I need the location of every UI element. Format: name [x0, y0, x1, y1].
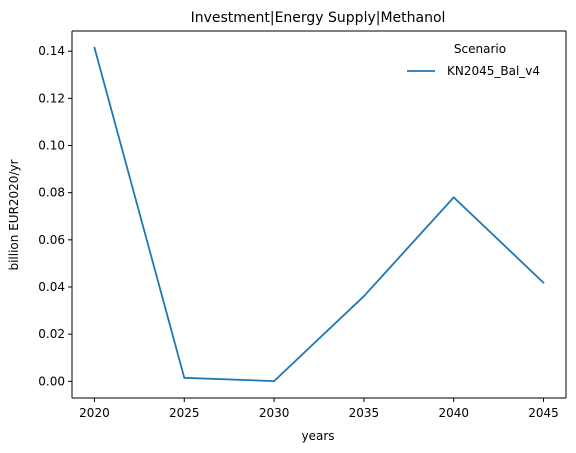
- y-tick-label: 0.10: [38, 139, 65, 153]
- x-ticks: 2020 2025 2030 2035 2040 2045: [79, 398, 559, 420]
- y-axis-label: billion EUR2020/yr: [7, 159, 21, 270]
- plot-area: 2020 2025 2030 2035 2040 2045 0.000.020.040.0…: [38, 30, 567, 420]
- legend-label-series-1: KN2045_Bal_v4: [447, 64, 540, 78]
- x-tick-label: 2035: [349, 406, 380, 420]
- y-tick-label: 0.02: [38, 327, 65, 341]
- plot-background: [72, 31, 566, 398]
- y-tick-label: 0.08: [38, 186, 65, 200]
- legend-title: Scenario: [454, 42, 506, 56]
- chart-title: Investment|Energy Supply|Methanol: [191, 10, 446, 26]
- data-point: [363, 295, 365, 298]
- data-point: [93, 46, 96, 49]
- x-tick-label: 2045: [528, 406, 559, 420]
- x-tick-label: 2025: [169, 406, 200, 420]
- y-tick-label: 0.14: [38, 44, 65, 58]
- series-layer: [93, 46, 545, 382]
- data-point: [183, 376, 186, 379]
- data-point: [273, 380, 275, 382]
- plot-frame: [71, 30, 567, 399]
- series-line-1: [93, 47, 545, 382]
- y-tick-label: 0.06: [38, 233, 65, 247]
- data-point: [452, 196, 455, 199]
- x-tick-label: 2040: [438, 406, 469, 420]
- x-tick-label: 2020: [79, 406, 110, 420]
- data-point: [542, 281, 545, 284]
- y-ticks: 0.00 0.02 0.04 0.06 0.08 0.10 0.12 0.14: [38, 44, 72, 388]
- y-tick-label: 0.00: [38, 374, 65, 388]
- x-tick-label: 2030: [259, 406, 290, 420]
- x-axis-label: years: [301, 429, 334, 443]
- legend: Scenario KN2045_Bal_v4: [407, 42, 540, 78]
- y-tick-label: 0.12: [38, 91, 65, 105]
- y-tick-label: 0.04: [38, 280, 65, 294]
